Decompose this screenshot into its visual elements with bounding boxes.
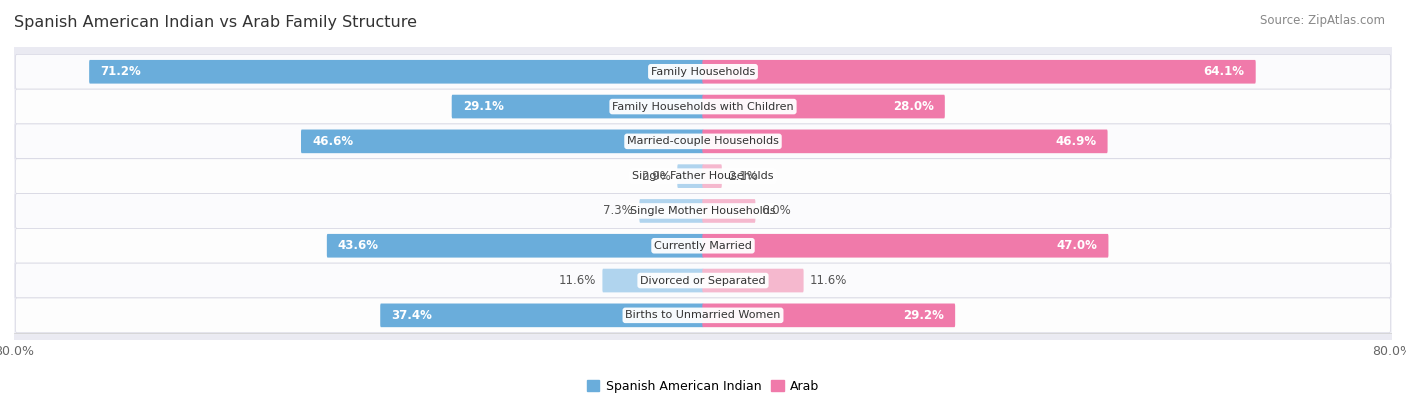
FancyBboxPatch shape — [703, 269, 804, 292]
Bar — [14, 55, 1392, 89]
Text: 47.0%: 47.0% — [1056, 239, 1098, 252]
Text: 11.6%: 11.6% — [810, 274, 848, 287]
Bar — [14, 194, 1392, 228]
FancyBboxPatch shape — [380, 303, 703, 327]
Text: Source: ZipAtlas.com: Source: ZipAtlas.com — [1260, 14, 1385, 27]
Text: 28.0%: 28.0% — [893, 100, 934, 113]
FancyBboxPatch shape — [301, 130, 703, 153]
Text: 43.6%: 43.6% — [337, 239, 378, 252]
Text: 2.1%: 2.1% — [728, 169, 758, 182]
Bar — [14, 124, 1392, 159]
Text: 64.1%: 64.1% — [1204, 65, 1244, 78]
FancyBboxPatch shape — [15, 263, 1391, 298]
Bar — [14, 228, 1392, 263]
Bar — [14, 89, 1392, 124]
FancyBboxPatch shape — [15, 298, 1391, 333]
Text: 71.2%: 71.2% — [100, 65, 141, 78]
FancyBboxPatch shape — [15, 55, 1391, 89]
Bar — [14, 159, 1392, 194]
FancyBboxPatch shape — [678, 164, 703, 188]
FancyBboxPatch shape — [15, 159, 1391, 194]
Text: 29.2%: 29.2% — [903, 309, 945, 322]
Text: 37.4%: 37.4% — [391, 309, 432, 322]
Text: 11.6%: 11.6% — [558, 274, 596, 287]
Text: 46.9%: 46.9% — [1056, 135, 1097, 148]
FancyBboxPatch shape — [89, 60, 703, 84]
Text: 46.6%: 46.6% — [312, 135, 353, 148]
Legend: Spanish American Indian, Arab: Spanish American Indian, Arab — [582, 375, 824, 395]
FancyBboxPatch shape — [15, 194, 1391, 228]
Text: Family Households with Children: Family Households with Children — [612, 102, 794, 111]
FancyBboxPatch shape — [703, 199, 755, 223]
Text: Births to Unmarried Women: Births to Unmarried Women — [626, 310, 780, 320]
Text: 7.3%: 7.3% — [603, 205, 633, 218]
FancyBboxPatch shape — [15, 228, 1391, 263]
Text: Spanish American Indian vs Arab Family Structure: Spanish American Indian vs Arab Family S… — [14, 15, 418, 30]
Bar — [14, 263, 1392, 298]
Text: 2.9%: 2.9% — [641, 169, 671, 182]
FancyBboxPatch shape — [703, 130, 1108, 153]
Text: 29.1%: 29.1% — [463, 100, 503, 113]
Text: Single Mother Households: Single Mother Households — [630, 206, 776, 216]
Text: Divorced or Separated: Divorced or Separated — [640, 276, 766, 286]
FancyBboxPatch shape — [703, 164, 721, 188]
FancyBboxPatch shape — [703, 234, 1108, 258]
FancyBboxPatch shape — [15, 124, 1391, 159]
Bar — [14, 298, 1392, 333]
FancyBboxPatch shape — [640, 199, 703, 223]
FancyBboxPatch shape — [602, 269, 703, 292]
FancyBboxPatch shape — [326, 234, 703, 258]
FancyBboxPatch shape — [703, 60, 1256, 84]
Text: 6.0%: 6.0% — [762, 205, 792, 218]
Text: Single Father Households: Single Father Households — [633, 171, 773, 181]
FancyBboxPatch shape — [703, 95, 945, 118]
FancyBboxPatch shape — [451, 95, 703, 118]
Text: Family Households: Family Households — [651, 67, 755, 77]
FancyBboxPatch shape — [703, 303, 955, 327]
Text: Currently Married: Currently Married — [654, 241, 752, 251]
Text: Married-couple Households: Married-couple Households — [627, 136, 779, 147]
FancyBboxPatch shape — [15, 89, 1391, 124]
